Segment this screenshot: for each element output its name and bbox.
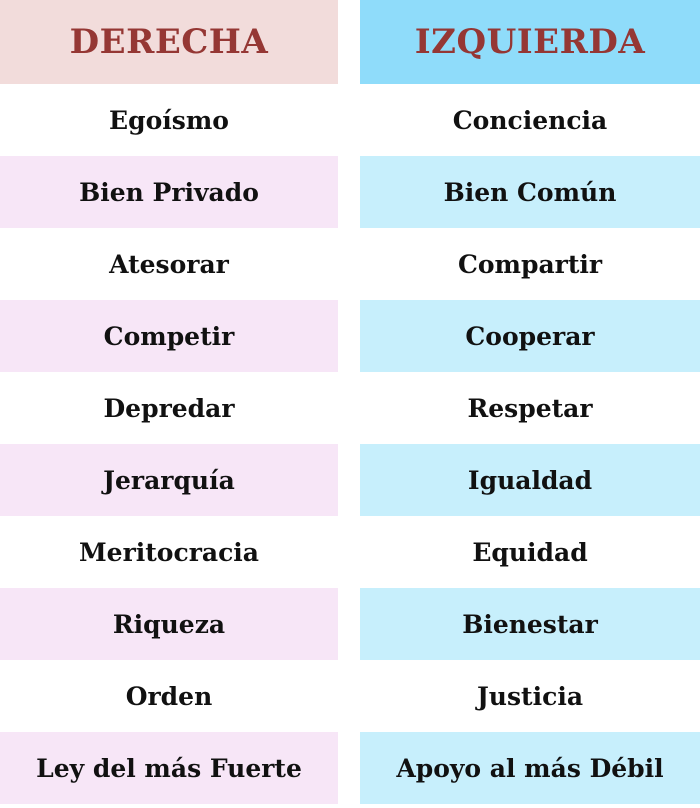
table-cell: Justicia	[476, 681, 584, 711]
table-cell: Apoyo al más Débil	[360, 732, 700, 804]
table-cell: Conciencia	[452, 105, 608, 135]
column-izquierda: IZQUIERDA Conciencia Bien Común Compartir Co…	[360, 0, 700, 804]
table-cell: Depredar	[103, 393, 235, 423]
table-cell: Bien Común	[360, 156, 700, 228]
table-cell: Orden	[125, 681, 213, 711]
column-derecha: DERECHA Egoísmo Bien Privado Atesorar Compet…	[0, 0, 338, 804]
column-header: IZQUIERDA	[360, 0, 700, 84]
table-cell: Riqueza	[0, 588, 338, 660]
table-cell: Cooperar	[360, 300, 700, 372]
column-header: DERECHA	[0, 0, 338, 84]
table-cell: Bienestar	[360, 588, 700, 660]
table-cell: Egoísmo	[109, 105, 229, 135]
table-cell: Compartir	[457, 249, 603, 279]
table-cell: Jerarquía	[0, 444, 338, 516]
table-cell: Igualdad	[360, 444, 700, 516]
table-cell: Ley del más Fuerte	[0, 732, 338, 804]
table-cell: Meritocracia	[79, 537, 259, 567]
table-cell: Competir	[0, 300, 338, 372]
table-cell: Atesorar	[109, 249, 229, 279]
table-cell: Equidad	[472, 537, 588, 567]
table-cell: Respetar	[467, 393, 593, 423]
table-cell: Bien Privado	[0, 156, 338, 228]
